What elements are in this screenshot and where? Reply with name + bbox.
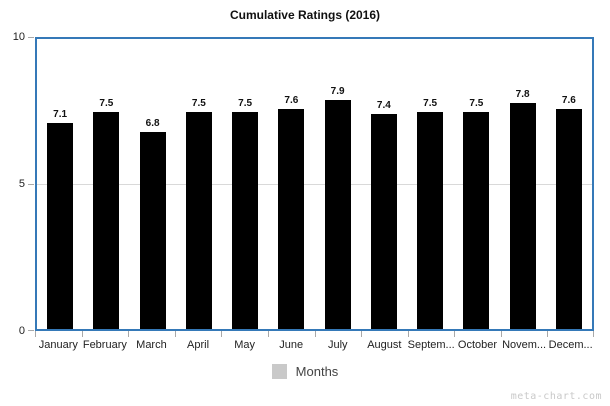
x-axis-tick-label: July xyxy=(327,339,348,351)
x-axis-tick-mark xyxy=(407,331,409,337)
x-axis-tick-mark xyxy=(593,331,594,337)
bar-column: 6.8 xyxy=(130,39,176,329)
x-axis-tick-mark xyxy=(35,331,36,337)
bar-value-label: 7.5 xyxy=(423,97,438,109)
bar xyxy=(417,111,444,329)
chart-title: Cumulative Ratings (2016) xyxy=(229,8,381,22)
bar-value-label: 7.5 xyxy=(191,97,206,109)
bar-column: 7.9 xyxy=(315,39,361,329)
bar-column: 7.6 xyxy=(268,39,314,329)
y-axis-tick-mark xyxy=(28,37,34,38)
bar xyxy=(47,123,74,329)
bar-column: 7.4 xyxy=(361,39,407,329)
x-axis-tick-mark xyxy=(267,331,269,337)
bar xyxy=(555,108,582,329)
x-axis-tick-mark xyxy=(221,331,223,337)
bar-value-label: 7.6 xyxy=(561,94,576,106)
x-axis-tick-mark xyxy=(454,331,456,337)
bar xyxy=(185,111,212,329)
x-axis-tick-label: April xyxy=(187,339,210,351)
bar-value-label: 7.8 xyxy=(515,88,530,100)
bar xyxy=(93,111,120,329)
bar xyxy=(324,99,351,329)
bar-column: 7.6 xyxy=(546,39,592,329)
x-axis-tick-mark xyxy=(174,331,176,337)
bar xyxy=(232,111,259,329)
bar-column: 7.5 xyxy=(407,39,453,329)
bar xyxy=(463,111,490,329)
x-axis-tick-mark xyxy=(128,331,130,337)
x-axis-tick-label: February xyxy=(82,339,127,351)
bars-container: 7.1 7.5 6.8 7.5 7.5 7.6 7.9 7.4 7.5 7.5 xyxy=(37,39,592,329)
bar-column: 7.5 xyxy=(83,39,129,329)
x-axis-tick-mark xyxy=(81,331,83,337)
y-axis-tick-label: 0 xyxy=(18,325,25,337)
bar-column: 7.5 xyxy=(176,39,222,329)
bar-value-label: 7.5 xyxy=(469,97,484,109)
legend-label: Months xyxy=(295,364,339,379)
bar-column: 7.1 xyxy=(37,39,83,329)
bar-value-label: 7.6 xyxy=(284,94,299,106)
bar-value-label: 6.8 xyxy=(145,117,160,129)
legend-swatch xyxy=(271,364,287,379)
x-axis-tick-label: October xyxy=(457,339,498,351)
x-axis-tick-label: Decem... xyxy=(548,339,593,351)
y-axis-tick-mark xyxy=(28,184,34,185)
x-axis-labels: January February March April May June July Augu… xyxy=(35,339,594,351)
x-axis-tick-mark xyxy=(547,331,549,337)
legend: Months xyxy=(0,364,610,379)
gridline-5 xyxy=(37,184,592,185)
x-axis-tick-label: January xyxy=(38,339,78,351)
bar xyxy=(278,108,305,329)
bar xyxy=(509,102,536,329)
watermark: meta-chart.com xyxy=(510,391,602,402)
x-axis-tick-marks xyxy=(35,331,594,337)
bar-value-label: 7.5 xyxy=(238,97,253,109)
x-axis-tick-label: Novem... xyxy=(502,339,547,351)
bar-value-label: 7.4 xyxy=(376,100,391,112)
bar xyxy=(370,114,397,329)
x-axis-tick-label: August xyxy=(367,339,402,351)
bar-column: 7.5 xyxy=(222,39,268,329)
y-axis-tick-label: 10 xyxy=(12,31,25,43)
x-axis-tick-label: June xyxy=(279,339,304,351)
bar-value-label: 7.1 xyxy=(53,109,68,121)
x-axis-tick-label: May xyxy=(234,339,255,351)
y-axis-tick-mark xyxy=(28,330,34,331)
x-axis-tick-mark xyxy=(500,331,502,337)
bar-column: 7.5 xyxy=(453,39,499,329)
x-axis-tick-mark xyxy=(361,331,363,337)
x-axis-tick-label: March xyxy=(136,339,167,351)
bar-column: 7.8 xyxy=(500,39,546,329)
bar-value-label: 7.5 xyxy=(99,97,114,109)
x-axis-tick-mark xyxy=(314,331,316,337)
bar-value-label: 7.9 xyxy=(330,85,345,97)
y-axis-tick-label: 5 xyxy=(18,178,25,190)
bar xyxy=(139,131,166,329)
plot-area: 7.1 7.5 6.8 7.5 7.5 7.6 7.9 7.4 7.5 7.5 xyxy=(35,37,594,331)
x-axis-tick-label: Septem... xyxy=(407,339,455,351)
